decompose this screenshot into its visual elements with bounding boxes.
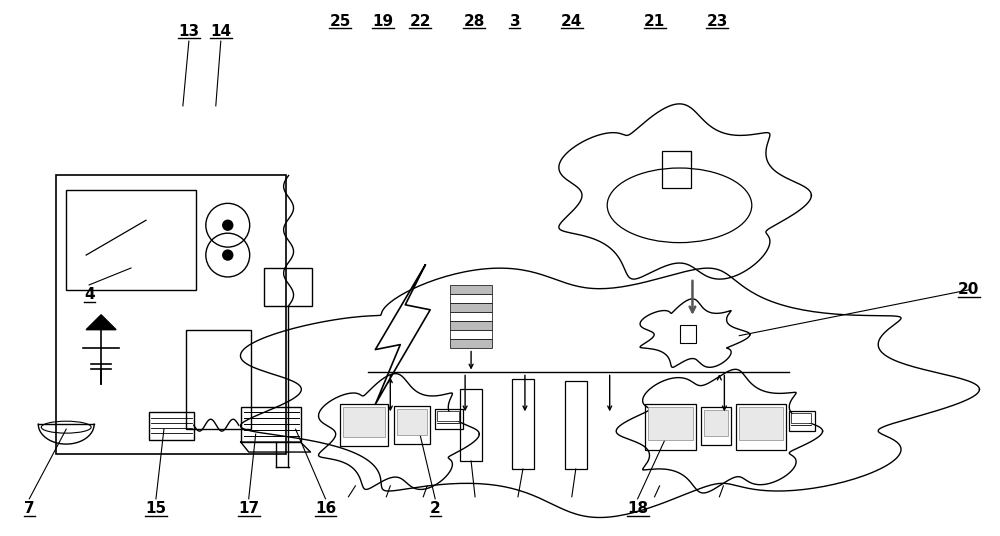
Bar (680, 325, 696, 343)
Text: 3: 3 (510, 14, 520, 29)
Bar (435, 410, 463, 429)
Bar (340, 404, 388, 446)
Bar (450, 285, 492, 294)
Bar (450, 321, 492, 330)
Bar (397, 410, 427, 435)
Text: 17: 17 (238, 501, 259, 516)
Text: 14: 14 (210, 24, 231, 39)
Bar (701, 407, 731, 445)
Bar (704, 410, 728, 436)
Bar (394, 406, 430, 444)
Bar (241, 407, 301, 442)
Text: 21: 21 (644, 14, 665, 29)
Bar (450, 330, 492, 339)
Text: 22: 22 (409, 14, 431, 29)
Bar (662, 151, 691, 189)
Bar (343, 407, 385, 437)
Bar (264, 268, 312, 306)
Bar (437, 411, 459, 421)
Bar (460, 389, 482, 461)
Bar (739, 407, 783, 440)
Text: 18: 18 (627, 501, 648, 516)
Text: 7: 7 (24, 501, 35, 516)
Text: 20: 20 (958, 282, 979, 297)
Bar (565, 382, 587, 469)
Bar (789, 411, 815, 431)
Text: 25: 25 (330, 14, 351, 29)
Text: 15: 15 (145, 501, 167, 516)
Bar (66, 190, 196, 290)
Text: 19: 19 (373, 14, 394, 29)
Circle shape (223, 250, 233, 260)
Text: 28: 28 (463, 14, 485, 29)
Bar (736, 404, 786, 450)
Bar (450, 339, 492, 347)
Bar (56, 175, 286, 454)
Text: 4: 4 (84, 287, 94, 302)
Text: 24: 24 (561, 14, 582, 29)
Bar (149, 412, 194, 440)
Polygon shape (86, 315, 116, 330)
Text: 23: 23 (707, 14, 728, 29)
Text: 13: 13 (178, 24, 199, 39)
Bar (450, 303, 492, 312)
Text: 16: 16 (315, 501, 336, 516)
Bar (645, 404, 696, 450)
Circle shape (223, 220, 233, 230)
Bar (648, 407, 693, 440)
Bar (186, 330, 251, 429)
Bar (450, 294, 492, 303)
Bar (512, 379, 534, 469)
Bar (791, 413, 811, 423)
Text: 2: 2 (430, 501, 441, 516)
Bar (450, 312, 492, 321)
